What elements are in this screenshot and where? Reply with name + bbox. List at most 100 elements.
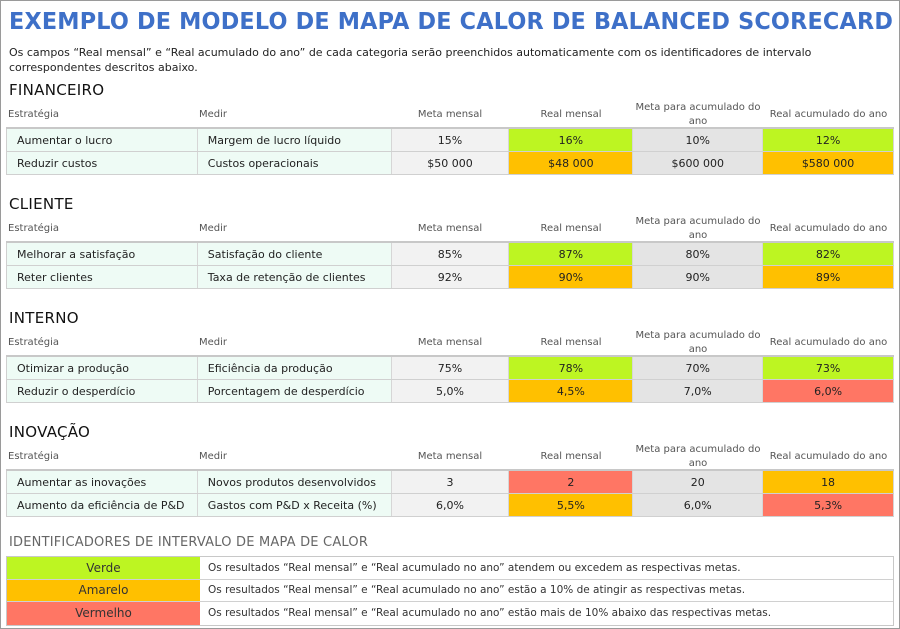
table-header: Estratégia Medir Meta mensal Real mensal Met… <box>6 330 894 357</box>
table-row: Aumento da eficiência de P&D Gastos com … <box>7 494 894 517</box>
column-header: Medir <box>199 451 228 462</box>
table-header: Estratégia Medir Meta mensal Real mensal Met… <box>6 216 894 243</box>
real-acumulado-cell[interactable]: 6,0% <box>763 380 894 402</box>
legend-description: Os resultados “Real mensal” e “Real acum… <box>208 584 746 597</box>
meta-mensal-cell[interactable]: 15% <box>391 129 510 151</box>
column-header: Meta mensal <box>417 223 483 234</box>
section-title: FINANCEIRO <box>9 81 105 99</box>
meta-acumulado-cell[interactable]: 7,0% <box>633 380 764 402</box>
real-acumulado-cell[interactable]: $580 000 <box>763 152 894 174</box>
column-header: Meta mensal <box>417 109 483 120</box>
table-row: Aumentar as inovações Novos produtos des… <box>7 471 894 494</box>
meta-mensal-cell[interactable]: 3 <box>391 471 510 493</box>
real-mensal-cell[interactable]: $48 000 <box>509 152 634 174</box>
strategy-cell[interactable]: Otimizar a produção <box>7 357 198 379</box>
column-header: Real mensal <box>540 337 602 348</box>
section-title: INTERNO <box>9 309 79 327</box>
real-mensal-cell[interactable]: 78% <box>509 357 634 379</box>
legend-color-label: Vermelho <box>7 602 200 625</box>
real-mensal-cell[interactable]: 87% <box>509 243 634 265</box>
column-header: Meta para acumulado do ano <box>635 102 761 127</box>
meta-acumulado-cell[interactable]: 10% <box>633 129 764 151</box>
section-inovação: INOVAÇÃO Estratégia Medir Meta mensal Real m… <box>6 423 894 517</box>
measure-cell[interactable]: Novos produtos desenvolvidos <box>197 471 392 493</box>
column-header: Real mensal <box>540 223 602 234</box>
meta-mensal-cell[interactable]: 75% <box>391 357 510 379</box>
legend-color-label: Amarelo <box>7 579 200 601</box>
strategy-cell[interactable]: Aumento da eficiência de P&D <box>7 494 198 516</box>
legend-row: Verde Os resultados “Real mensal” e “Real… <box>7 557 893 580</box>
strategy-cell[interactable]: Reduzir custos <box>7 152 198 174</box>
measure-cell[interactable]: Porcentagem de desperdício <box>197 380 392 402</box>
strategy-cell[interactable]: Reter clientes <box>7 266 198 288</box>
section-title: INOVAÇÃO <box>9 423 91 441</box>
legend-description: Os resultados “Real mensal” e “Real acum… <box>208 561 741 574</box>
meta-acumulado-cell[interactable]: 70% <box>633 357 764 379</box>
column-header: Meta para acumulado do ano <box>635 216 761 241</box>
meta-mensal-cell[interactable]: 6,0% <box>391 494 510 516</box>
real-mensal-cell[interactable]: 5,5% <box>509 494 634 516</box>
table-row: Otimizar a produção Eficiência da produç… <box>7 357 894 380</box>
column-header: Medir <box>199 223 228 234</box>
column-header: Estratégia <box>8 109 60 120</box>
measure-cell[interactable]: Taxa de retenção de clientes <box>197 266 392 288</box>
real-acumulado-cell[interactable]: 89% <box>763 266 894 288</box>
measure-cell[interactable]: Eficiência da produção <box>197 357 392 379</box>
table-row: Melhorar a satisfação Satisfação do clie… <box>7 243 894 266</box>
meta-mensal-cell[interactable]: 92% <box>391 266 510 288</box>
column-header: Medir <box>199 337 228 348</box>
column-header: Real mensal <box>540 109 602 120</box>
column-header: Meta para acumulado do ano <box>635 444 761 469</box>
real-acumulado-cell[interactable]: 73% <box>763 357 894 379</box>
meta-acumulado-cell[interactable]: 20 <box>633 471 764 493</box>
legend-row: Amarelo Os resultados “Real mensal” e “Re… <box>7 579 893 602</box>
meta-mensal-cell[interactable]: 85% <box>391 243 510 265</box>
real-acumulado-cell[interactable]: 12% <box>763 129 894 151</box>
table-row: Reduzir o desperdício Porcentagem de des… <box>7 380 894 403</box>
legend-title: IDENTIFICADORES DE INTERVALO DE MAPA DE … <box>9 535 369 550</box>
legend-description: Os resultados “Real mensal” e “Real acum… <box>208 607 772 620</box>
strategy-cell[interactable]: Aumentar o lucro <box>7 129 198 151</box>
measure-cell[interactable]: Satisfação do cliente <box>197 243 392 265</box>
column-header: Estratégia <box>8 451 60 462</box>
page-description: Os campos “Real mensal” e “Real acumulad… <box>9 46 812 74</box>
strategy-cell[interactable]: Aumentar as inovações <box>7 471 198 493</box>
table-row: Aumentar o lucro Margem de lucro líquido… <box>7 129 894 152</box>
column-header: Medir <box>199 109 228 120</box>
measure-cell[interactable]: Custos operacionais <box>197 152 392 174</box>
page-title: EXEMPLO DE MODELO DE MAPA DE CALOR DE BA… <box>9 7 894 35</box>
table-header: Estratégia Medir Meta mensal Real mensal Met… <box>6 102 894 129</box>
real-acumulado-cell[interactable]: 5,3% <box>763 494 894 516</box>
column-header: Estratégia <box>8 337 60 348</box>
table-row: Reduzir custos Custos operacionais $50 0… <box>7 152 894 175</box>
strategy-cell[interactable]: Reduzir o desperdício <box>7 380 198 402</box>
column-header: Real acumulado do ano <box>769 337 888 348</box>
table-row: Reter clientes Taxa de retenção de clien… <box>7 266 894 289</box>
section-interno: INTERNO Estratégia Medir Meta mensal Real me… <box>6 309 894 403</box>
real-mensal-cell[interactable]: 2 <box>509 471 634 493</box>
column-header: Meta mensal <box>417 451 483 462</box>
meta-acumulado-cell[interactable]: 6,0% <box>633 494 764 516</box>
real-mensal-cell[interactable]: 4,5% <box>509 380 634 402</box>
column-header: Real acumulado do ano <box>769 223 888 234</box>
measure-cell[interactable]: Gastos com P&D x Receita (%) <box>197 494 392 516</box>
meta-acumulado-cell[interactable]: 80% <box>633 243 764 265</box>
legend-table: Verde Os resultados “Real mensal” e “Real… <box>6 556 894 626</box>
column-header: Real mensal <box>540 451 602 462</box>
legend-row: Vermelho Os resultados “Real mensal” e “R… <box>7 602 893 625</box>
real-acumulado-cell[interactable]: 82% <box>763 243 894 265</box>
meta-acumulado-cell[interactable]: 90% <box>633 266 764 288</box>
meta-mensal-cell[interactable]: 5,0% <box>391 380 510 402</box>
meta-acumulado-cell[interactable]: $600 000 <box>633 152 764 174</box>
meta-mensal-cell[interactable]: $50 000 <box>391 152 510 174</box>
section-cliente: CLIENTE Estratégia Medir Meta mensal Real me… <box>6 195 894 289</box>
real-mensal-cell[interactable]: 16% <box>509 129 634 151</box>
real-mensal-cell[interactable]: 90% <box>509 266 634 288</box>
measure-cell[interactable]: Margem de lucro líquido <box>197 129 392 151</box>
strategy-cell[interactable]: Melhorar a satisfação <box>7 243 198 265</box>
section-financeiro: FINANCEIRO Estratégia Medir Meta mensal Real… <box>6 81 894 175</box>
column-header: Meta mensal <box>417 337 483 348</box>
section-title: CLIENTE <box>9 195 74 213</box>
column-header: Meta para acumulado do ano <box>635 330 761 355</box>
real-acumulado-cell[interactable]: 18 <box>763 471 894 493</box>
